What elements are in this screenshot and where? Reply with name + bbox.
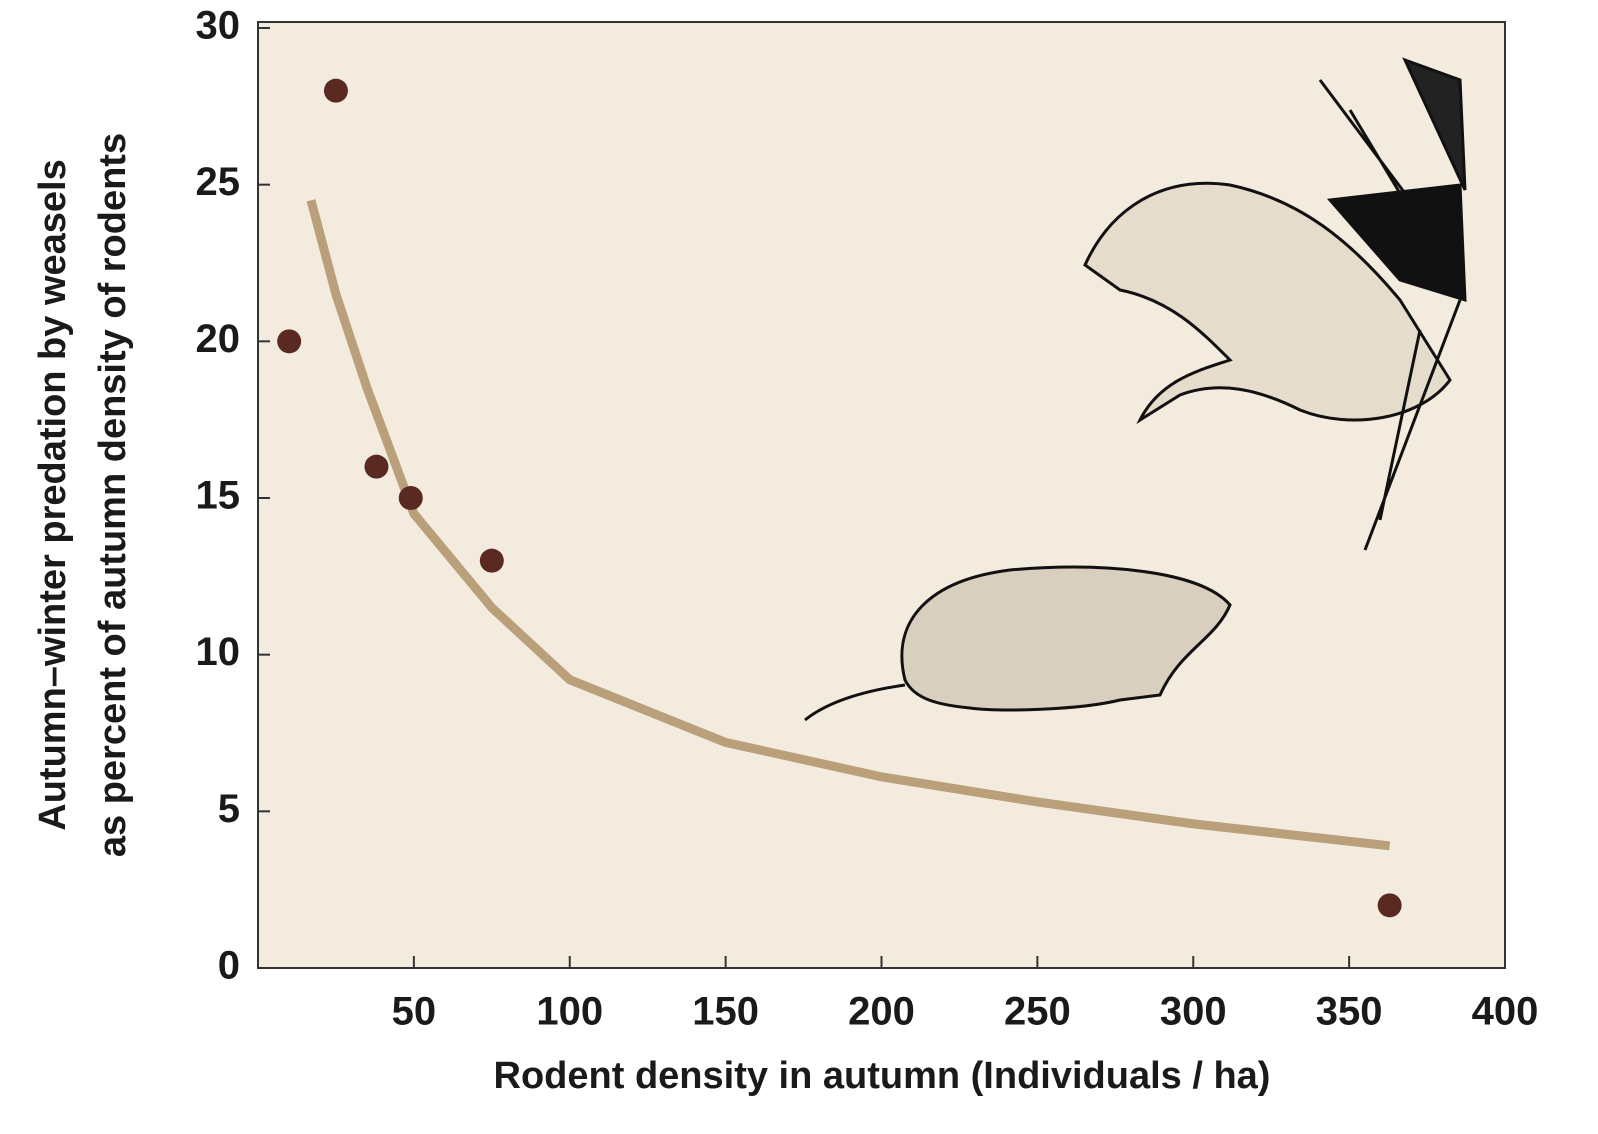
x-tick-label: 200 — [848, 990, 915, 1034]
y-tick-label: 5 — [218, 787, 240, 831]
data-point — [323, 78, 348, 103]
weasel-illustration — [1083, 57, 1467, 551]
data-point — [1377, 893, 1402, 918]
x-axis-label: Rodent density in autumn (Individuals / … — [494, 1055, 1271, 1097]
x-tick-label: 400 — [1472, 990, 1539, 1034]
x-tick-label: 50 — [392, 990, 437, 1034]
y-tick-label: 30 — [196, 4, 241, 48]
x-tick-label: 250 — [1004, 990, 1071, 1034]
y-axis-label: Autumn–winter predation by weasels — [32, 159, 74, 830]
y-tick-label: 15 — [196, 474, 241, 518]
vole-illustration — [804, 565, 1232, 722]
y-tick-label: 25 — [196, 160, 241, 204]
x-tick-label: 150 — [692, 990, 759, 1034]
x-tick-label: 300 — [1160, 990, 1227, 1034]
fit-curve — [306, 199, 1391, 851]
y-tick-label: 0 — [218, 944, 240, 988]
data-point — [398, 486, 423, 510]
x-tick-label: 100 — [536, 990, 603, 1034]
y-axis-label: as percent of autumn density of rodents — [92, 133, 134, 857]
data-point — [364, 454, 389, 479]
x-tick-label: 350 — [1316, 990, 1383, 1034]
y-tick-label: 20 — [196, 317, 241, 361]
data-point — [479, 548, 504, 573]
plot-area — [257, 21, 1506, 969]
y-tick-label: 10 — [196, 630, 241, 674]
data-point — [277, 329, 302, 354]
